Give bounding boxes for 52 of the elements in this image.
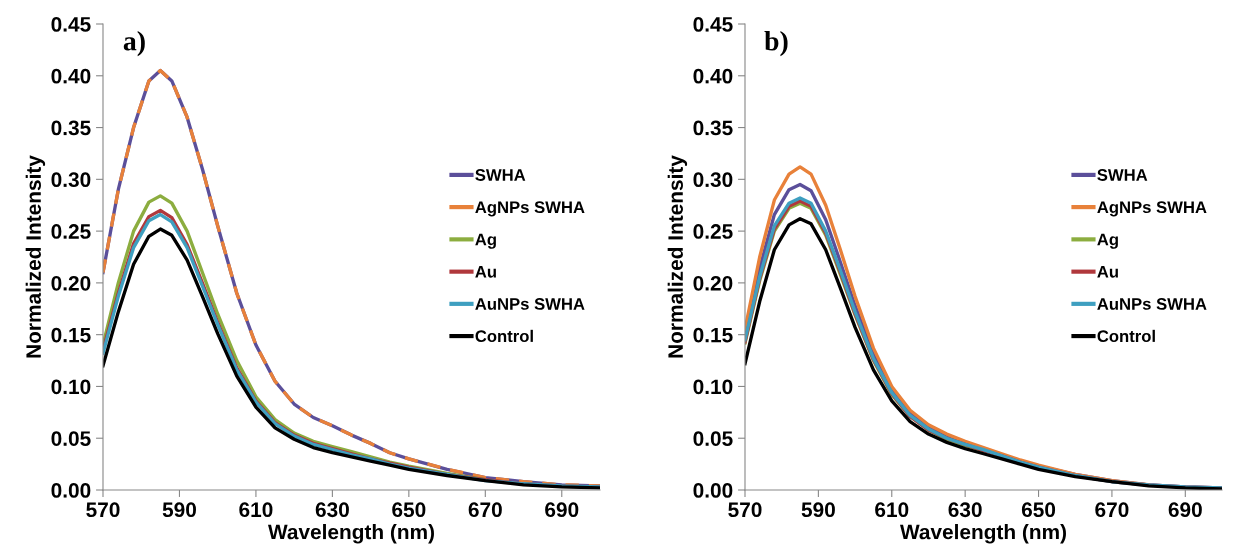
y-tick-label: 0.40 bbox=[693, 68, 733, 84]
y-axis-title: Normalized Intensity bbox=[667, 155, 688, 358]
x-tick-label: 590 bbox=[162, 502, 196, 518]
y-tick-label: 0.30 bbox=[693, 172, 733, 188]
x-tick-label: 650 bbox=[1021, 502, 1056, 518]
y-tick-label: 0.00 bbox=[51, 483, 91, 498]
y-tick-label: 0.45 bbox=[693, 17, 733, 32]
legend-label: Ag bbox=[475, 233, 496, 249]
y-tick-label: 0.35 bbox=[693, 120, 733, 136]
legend-label: Au bbox=[475, 266, 496, 278]
legend-label: AuNPs SWHA bbox=[1097, 298, 1207, 310]
x-tick-label: 570 bbox=[86, 502, 120, 518]
x-axis-title: Wavelength (nm) bbox=[900, 524, 1066, 544]
x-tick-label: 690 bbox=[1168, 502, 1202, 518]
legend-label: AuNPs SWHA bbox=[475, 298, 585, 310]
x-tick-label: 590 bbox=[801, 502, 835, 518]
x-tick-label: 610 bbox=[875, 502, 909, 518]
x-tick-label: 670 bbox=[1095, 502, 1129, 518]
y-tick-label: 0.45 bbox=[51, 17, 91, 32]
y-tick-label: 0.05 bbox=[51, 431, 91, 446]
legend-label: AgNPs SWHA bbox=[1097, 201, 1207, 217]
chart-title: b) bbox=[764, 30, 788, 57]
x-tick-label: 690 bbox=[545, 502, 579, 518]
legend-label: AgNPs SWHA bbox=[475, 201, 585, 217]
y-tick-label: 0.25 bbox=[693, 224, 733, 239]
x-tick-label: 630 bbox=[948, 502, 982, 518]
x-tick-label: 610 bbox=[239, 502, 273, 518]
y-tick-label: 0.25 bbox=[51, 224, 91, 239]
y-tick-label: 0.10 bbox=[51, 379, 91, 395]
y-tick-label: 0.35 bbox=[51, 120, 91, 136]
x-tick-label: 630 bbox=[315, 502, 349, 518]
y-tick-label: 0.10 bbox=[693, 379, 733, 395]
legend-label: Ag bbox=[1097, 233, 1118, 249]
x-tick-label: 570 bbox=[728, 502, 762, 518]
y-tick-label: 0.15 bbox=[693, 327, 733, 343]
y-tick-label: 0.40 bbox=[51, 68, 91, 84]
y-tick-label: 0.20 bbox=[693, 275, 733, 291]
y-tick-label: 0.00 bbox=[693, 483, 733, 498]
legend-label: SWHA bbox=[475, 169, 526, 181]
x-axis-title: Wavelength (nm) bbox=[268, 524, 434, 544]
legend-label: SWHA bbox=[1097, 169, 1148, 181]
y-axis-title: Normalized Intensity bbox=[25, 155, 46, 358]
x-tick-label: 670 bbox=[468, 502, 502, 518]
y-tick-label: 0.05 bbox=[693, 431, 733, 446]
y-tick-label: 0.30 bbox=[51, 172, 91, 188]
legend-label: Au bbox=[1097, 266, 1118, 278]
legend-label: Control bbox=[1097, 329, 1155, 343]
y-tick-label: 0.15 bbox=[51, 327, 91, 343]
x-tick-label: 650 bbox=[392, 502, 426, 518]
chart-title: a) bbox=[123, 30, 145, 57]
y-tick-label: 0.20 bbox=[51, 275, 91, 291]
legend-label: Control bbox=[475, 329, 533, 343]
